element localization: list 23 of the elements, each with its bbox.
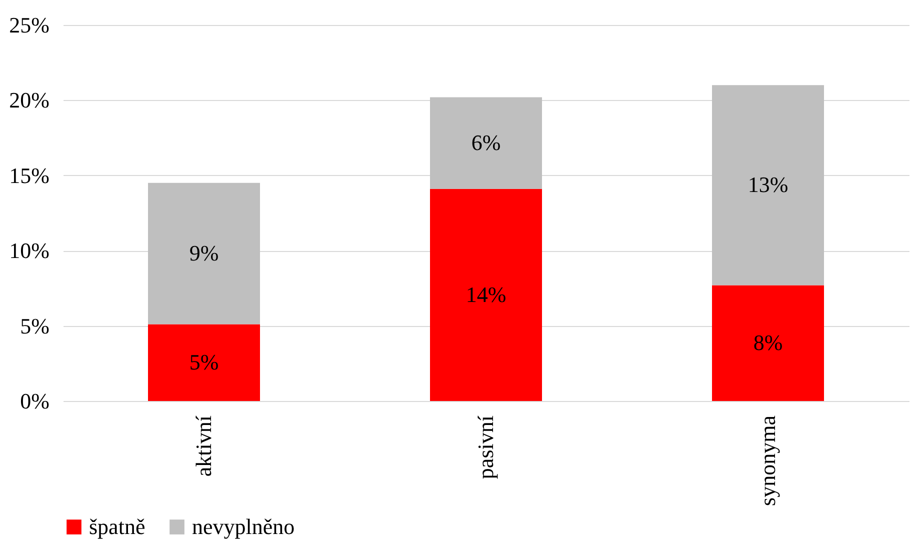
data-label: 5% — [189, 350, 219, 375]
bar — [430, 188, 542, 401]
data-label: 6% — [471, 130, 501, 156]
bar — [148, 182, 260, 324]
bar — [430, 97, 542, 189]
x-tick-label: aktivní — [191, 416, 216, 477]
data-label: 9% — [189, 240, 219, 266]
y-tick-label: 10% — [9, 238, 50, 264]
data-label: 13% — [748, 172, 788, 198]
y-tick-label: 15% — [9, 162, 50, 188]
legend-label: nevyplněno — [192, 514, 295, 539]
y-tick-label: 5% — [20, 313, 50, 338]
bar — [712, 85, 824, 286]
y-tick-label: 0% — [20, 388, 50, 414]
bar — [148, 324, 260, 401]
y-tick-label: 20% — [9, 88, 50, 113]
bar — [712, 285, 824, 401]
x-tick-label: synonyma — [755, 415, 780, 506]
data-label: 14% — [466, 282, 506, 307]
x-tick-label: pasivní — [473, 416, 498, 480]
data-label: 8% — [753, 330, 783, 356]
y-tick-label: 25% — [9, 12, 50, 38]
legend-label: špatně — [89, 514, 146, 539]
